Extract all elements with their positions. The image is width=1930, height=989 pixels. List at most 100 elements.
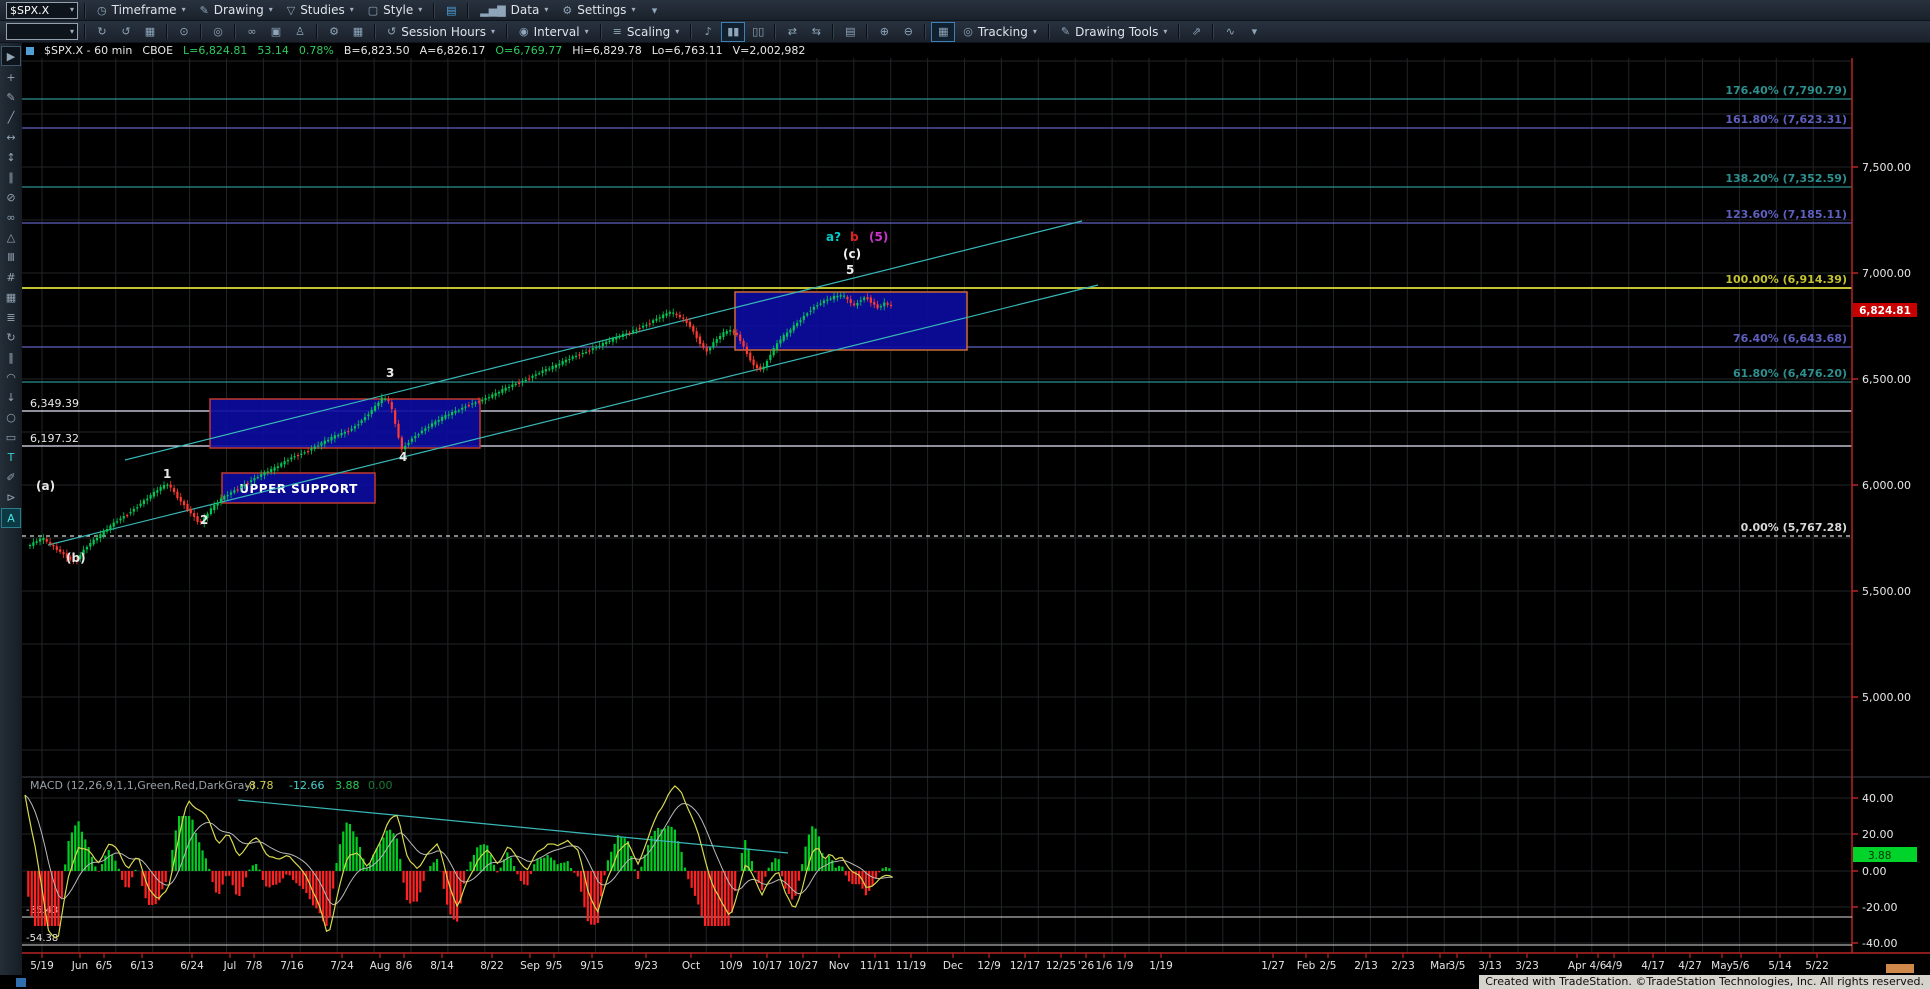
callout-tool[interactable]: ⊳ xyxy=(6,490,16,504)
date-label-33: Feb xyxy=(1297,960,1316,972)
parallel-channel-tool[interactable]: ∥ xyxy=(8,170,14,184)
menu-settings[interactable]: ⚙ Settings ▾ xyxy=(555,0,642,20)
gear-number-icon[interactable]: ⚙ xyxy=(323,23,345,41)
date-label-49: 5/22 xyxy=(1805,960,1829,972)
date-label-27: 12/25 xyxy=(1046,960,1076,972)
trendline-tool[interactable]: ╱ xyxy=(7,110,15,124)
tick-style-icon[interactable]: ♪ xyxy=(697,23,719,41)
symbol-combo-value: $SPX.X xyxy=(10,3,50,17)
macd-axis-label-4: -40.00 xyxy=(1862,937,1897,950)
annotation-tool[interactable]: A xyxy=(1,508,21,528)
pencil-tool[interactable]: ✐ xyxy=(6,470,16,484)
layers-icon[interactable]: ▤ xyxy=(440,1,462,19)
wave-label-c: (c) xyxy=(843,247,861,261)
pen-tool[interactable]: ✎ xyxy=(6,90,16,104)
toolbar-overflow-icon[interactable]: ▾ xyxy=(1243,23,1265,41)
wave-label-1: 1 xyxy=(163,467,171,481)
wave-label-3: 3 xyxy=(386,366,394,380)
date-label-7: 7/16 xyxy=(280,960,304,972)
caret-down-icon[interactable]: ▾ xyxy=(69,26,74,36)
search-icon[interactable]: ⊙ xyxy=(173,23,195,41)
arrow-tool[interactable]: ↓ xyxy=(6,390,16,404)
interval-label: Interval xyxy=(533,24,580,39)
menu-data[interactable]: ▂▅▇ Data ▾ xyxy=(473,0,555,20)
increase-bar-spacing-icon[interactable]: ⇆ xyxy=(805,23,827,41)
stack-windows-icon[interactable]: ▤ xyxy=(839,23,861,41)
grid-icon[interactable]: ▦ xyxy=(931,21,956,42)
fib-label-3: 123.60% (7,185.11) xyxy=(1725,208,1847,221)
overflow-caret-icon[interactable]: ▾ xyxy=(643,1,665,19)
macd-value-0: -8.78 xyxy=(245,779,273,792)
circle-tool[interactable]: ○ xyxy=(6,410,16,424)
history-icon[interactable]: ↺ xyxy=(115,23,137,41)
refresh-icon[interactable]: ↻ xyxy=(91,23,113,41)
taskbar-chip[interactable] xyxy=(16,978,26,987)
symbol-combo[interactable]: $SPX.X ▾ xyxy=(6,1,78,19)
menu-timeframe[interactable]: ◷ Timeframe ▾ xyxy=(90,0,193,20)
save-icon[interactable]: ▣ xyxy=(265,23,287,41)
arc-tool[interactable]: ◠ xyxy=(6,370,16,384)
scaling-label: Scaling xyxy=(626,24,671,39)
link-icon[interactable]: ∞ xyxy=(241,23,263,41)
crosshair-tool[interactable]: + xyxy=(6,70,16,84)
menu-style[interactable]: ▢ Style ▾ xyxy=(361,0,430,20)
menu-interval[interactable]: ◉ Interval ▾ xyxy=(512,21,596,42)
info-segment-10: V=2,002,982 xyxy=(732,44,806,57)
hollow-candle-icon[interactable]: ▯▯ xyxy=(747,23,769,41)
menu-studies[interactable]: ▽ Studies ▾ xyxy=(280,0,361,20)
menu-scaling[interactable]: ≡ Scaling ▾ xyxy=(606,21,687,42)
menu-drawing-tools[interactable]: ✎ Drawing Tools ▾ xyxy=(1054,21,1175,42)
price-axis-label-3: 6,000.00 xyxy=(1862,479,1911,492)
send-chart-icon[interactable]: ⇗ xyxy=(1185,23,1207,41)
fib-circles-tool[interactable]: ∞ xyxy=(6,210,16,224)
macd-panel: -35.43-54.3840.0020.000.00-20.00-40.003.… xyxy=(22,779,1917,950)
horizontal-line-tool[interactable]: ↔ xyxy=(6,130,16,144)
menu-session-hours[interactable]: ↺ Session Hours ▾ xyxy=(380,21,502,42)
info-segment-3: 53.14 xyxy=(257,44,289,57)
zoom-in-icon[interactable]: ⊕ xyxy=(873,23,895,41)
highlight-box-0 xyxy=(209,398,481,449)
text-tool[interactable]: T xyxy=(7,450,15,464)
decrease-bar-spacing-icon[interactable]: ⇄ xyxy=(781,23,803,41)
calendar-settings-icon[interactable]: ▦ xyxy=(347,23,369,41)
candlestick-icon[interactable]: ▮▮ xyxy=(721,21,746,42)
secondary-combo[interactable]: ▾ xyxy=(6,23,78,40)
zoom-out-icon: ⊖ xyxy=(903,25,913,38)
date-label-21: Nov xyxy=(829,960,850,972)
date-label-11: 8/14 xyxy=(430,960,454,972)
volume-bars-tool[interactable]: Ⅲ xyxy=(7,250,15,264)
rectangle-tool[interactable]: ▭ xyxy=(5,430,17,444)
wave-icon[interactable]: ∿ xyxy=(1219,23,1241,41)
date-label-47: 5/6 xyxy=(1733,960,1750,972)
caret-down-icon: ▾ xyxy=(1163,26,1168,36)
date-label-40: 3/23 xyxy=(1515,960,1539,972)
grid-box-tool[interactable]: ▦ xyxy=(5,290,17,304)
cycle-tool[interactable]: ↻ xyxy=(6,330,16,344)
zoom-out-icon[interactable]: ⊖ xyxy=(897,23,919,41)
link-icon: ∞ xyxy=(247,25,257,38)
separator xyxy=(374,24,376,39)
vertical-bars-tool[interactable]: ‖ xyxy=(8,350,14,364)
target-icon[interactable]: ◎ xyxy=(207,23,229,41)
pitchfork-tool[interactable]: # xyxy=(6,270,16,284)
pointer-tool[interactable]: ▶ xyxy=(1,46,21,66)
date-label-41: Apr xyxy=(1568,960,1587,972)
fib-retracement-tool[interactable]: ≣ xyxy=(6,310,16,324)
menu-drawing[interactable]: ✎ Drawing ▾ xyxy=(193,0,280,20)
wave-label-a: (a) xyxy=(36,479,55,493)
vertical-line-tool[interactable]: ↕ xyxy=(6,150,16,164)
overflow-caret-icon: ▾ xyxy=(651,3,658,17)
caret-down-icon[interactable]: ▾ xyxy=(69,5,74,14)
ellipse-tool[interactable]: ⊘ xyxy=(6,190,16,204)
menu-tracking[interactable]: ◎ Tracking ▾ xyxy=(956,21,1044,42)
scrollbar-thumb[interactable] xyxy=(1886,964,1914,973)
date-label-38: 3/5 xyxy=(1449,960,1466,972)
data-chart-icon: ▂▅▇ xyxy=(480,3,506,17)
calendar-icon[interactable]: ▦ xyxy=(139,23,161,41)
person-icon[interactable]: ♙ xyxy=(289,23,311,41)
date-label-22: 11/11 xyxy=(860,960,890,972)
triangle-tool[interactable]: △ xyxy=(6,230,16,244)
highlight-box-1 xyxy=(734,291,968,351)
caret-down-icon: ▾ xyxy=(490,26,495,36)
